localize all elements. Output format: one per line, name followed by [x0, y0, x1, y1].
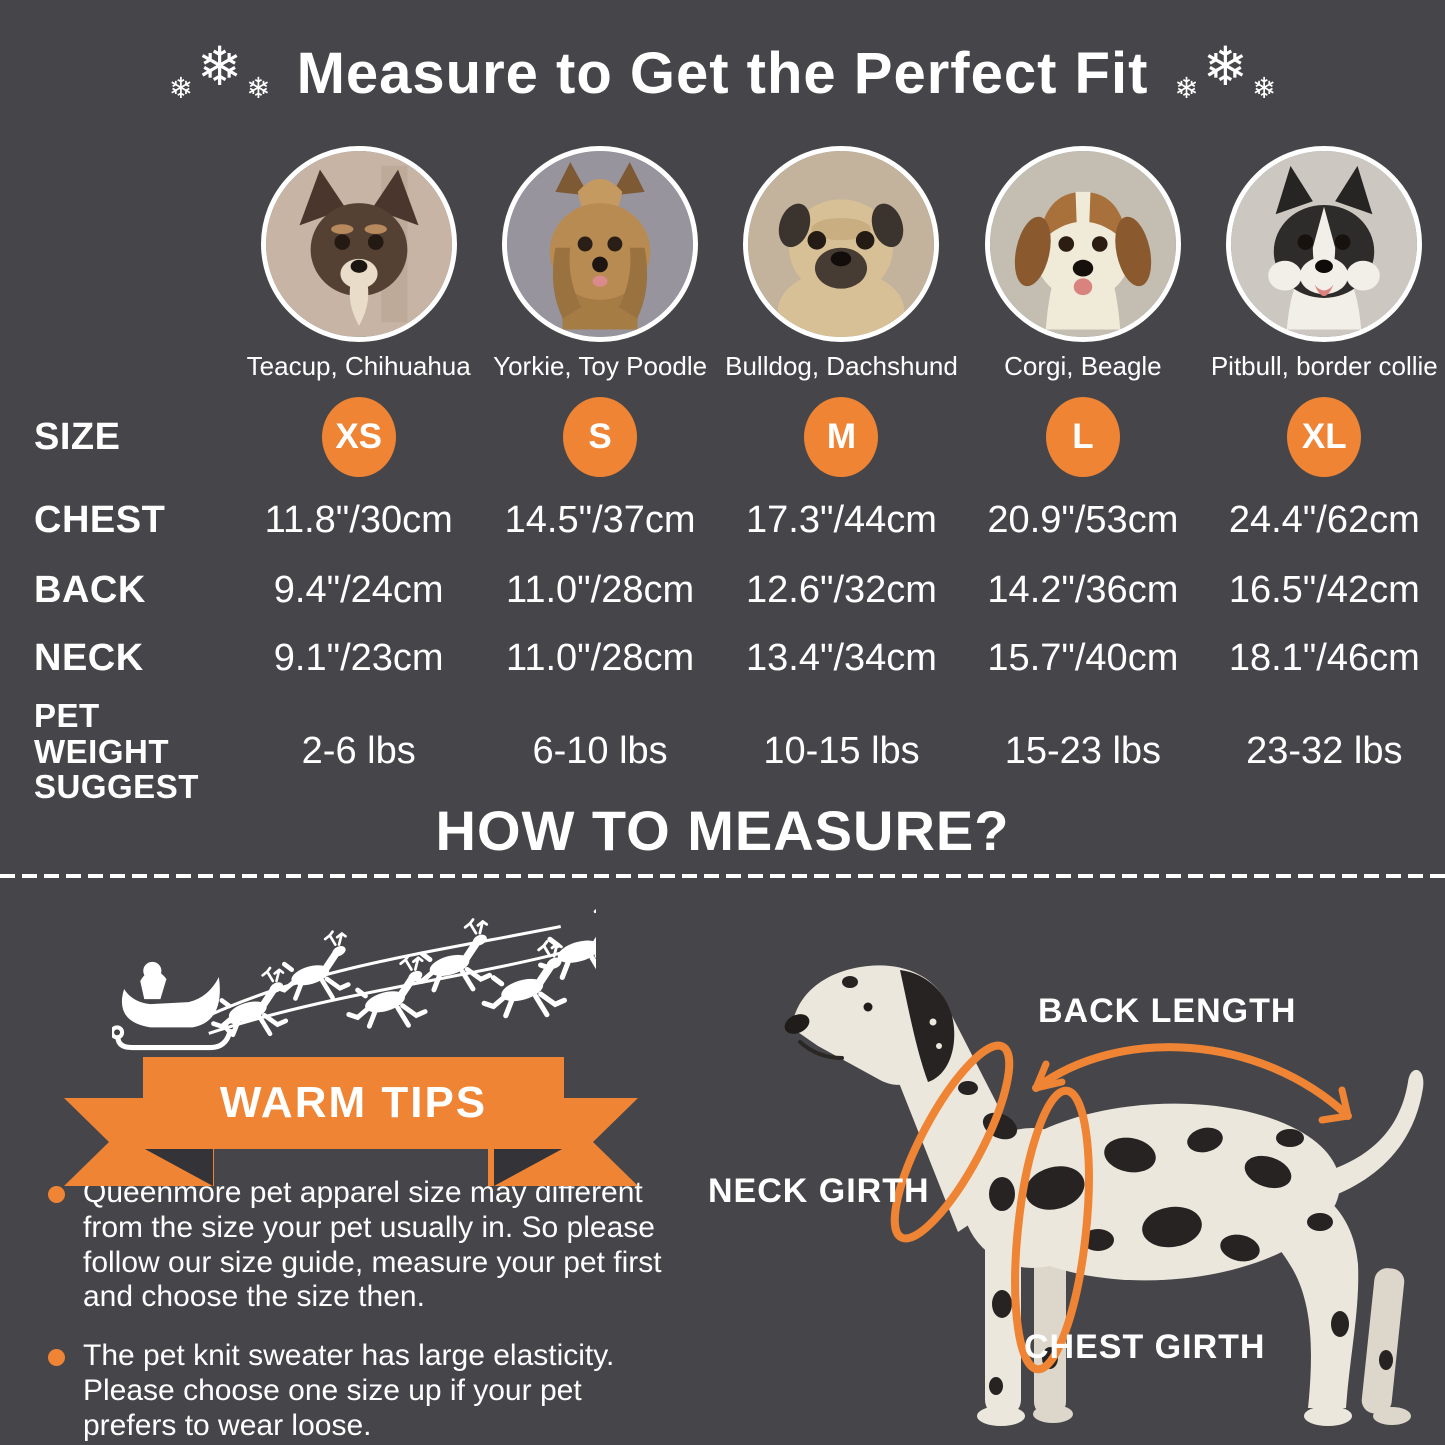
snowflake-cluster-left: ❄ ❄ ❄	[169, 40, 271, 103]
size-badge-m: M	[804, 397, 879, 477]
table-cell: 23-32 lbs	[1246, 729, 1403, 772]
dog-column-chihuahua: Teacup, Chihuahua	[238, 146, 479, 382]
table-cell: 24.4"/62cm	[1228, 498, 1420, 541]
breed-label: Pitbull, border collie	[1210, 351, 1438, 381]
tips-list: Queenmore pet apparel size may different…	[48, 1176, 678, 1445]
size-badge-s: S	[563, 397, 638, 477]
measuring-diagram: BACK LENGTH NECK GIRTH CHEST GIRTH	[700, 930, 1445, 1445]
snowflake-icon: ❄	[1251, 72, 1277, 105]
dog-column-pug: Bulldog, Dachshund	[721, 146, 962, 382]
table-cell: 9.1"/23cm	[273, 636, 444, 679]
back-length-label: BACK LENGTH	[1038, 992, 1297, 1030]
table-cell: 9.4"/24cm	[273, 568, 444, 611]
table-cell: 17.3"/44cm	[746, 498, 937, 541]
chest-girth-label: CHEST GIRTH	[1024, 1328, 1266, 1366]
yorkie-illustration	[507, 151, 694, 337]
border-collie-photo	[1226, 146, 1423, 342]
chest-row-header: CHEST	[34, 498, 166, 541]
table-cell: 18.1"/46cm	[1228, 636, 1420, 679]
snowflake-icon: ❄	[197, 37, 243, 97]
list-item: Queenmore pet apparel size may different…	[48, 1176, 678, 1315]
breed-label: Teacup, Chihuahua	[246, 351, 471, 381]
snowflake-icon: ❄	[1202, 37, 1248, 97]
table-cell: 15.7"/40cm	[987, 636, 1179, 679]
dog-column-collie: Pitbull, border collie	[1204, 146, 1445, 382]
warm-tips-ribbon: WARM TIPS	[143, 1057, 564, 1149]
table-cell: 15-23 lbs	[1004, 729, 1162, 772]
list-item: The pet knit sweater has large elasticit…	[48, 1339, 678, 1443]
table-cell: 13.4"/34cm	[746, 636, 937, 679]
tip-text: Queenmore pet apparel size may different…	[83, 1176, 662, 1314]
back-row-header: BACK	[34, 568, 146, 611]
how-to-measure-title: HOW TO MEASURE?	[435, 799, 1010, 862]
beagle-photo	[984, 146, 1181, 342]
dog-photos-row: Teacup, Chihuahua Yo	[0, 146, 1445, 382]
chest-row: CHEST 11.8"/30cm 14.5"/37cm 17.3"/44cm 2…	[0, 494, 1445, 546]
table-cell: 14.5"/37cm	[504, 498, 696, 541]
warm-tips-label: WARM TIPS	[219, 1078, 488, 1127]
chihuahua-photo	[260, 146, 457, 342]
neck-row-header: NECK	[34, 636, 144, 679]
border-collie-illustration	[1231, 151, 1418, 337]
santa-sleigh-reindeer-icon	[112, 896, 596, 1068]
tip-text: The pet knit sweater has large elasticit…	[83, 1339, 615, 1442]
pug-photo	[743, 146, 940, 342]
weight-row: PET WEIGHT SUGGEST 2-6 lbs 6-10 lbs 10-1…	[0, 698, 1445, 805]
dog-column-beagle: Corgi, Beagle	[962, 146, 1203, 382]
size-badge-xs: XS	[321, 397, 396, 477]
snowflake-icon: ❄	[246, 72, 271, 105]
table-cell: 20.9"/53cm	[987, 498, 1179, 541]
breed-label: Yorkie, Toy Poodle	[493, 351, 708, 381]
title-row: ❄ ❄ ❄ Measure to Get the Perfect Fit ❄ ❄…	[0, 28, 1445, 118]
breed-label: Bulldog, Dachshund	[725, 351, 958, 381]
chihuahua-illustration	[265, 151, 452, 337]
neck-row: NECK 9.1"/23cm 11.0"/28cm 13.4"/34cm 15.…	[0, 632, 1445, 684]
beagle-illustration	[989, 151, 1176, 337]
yorkie-photo	[502, 146, 699, 342]
page-title: Measure to Get the Perfect Fit	[296, 40, 1149, 106]
table-cell: 10-15 lbs	[763, 729, 920, 772]
dalmatian-illustration	[784, 965, 1424, 1426]
table-cell: 11.0"/28cm	[506, 568, 695, 611]
back-row: BACK 9.4"/24cm 11.0"/28cm 12.6"/32cm 14.…	[0, 564, 1445, 616]
size-row: SIZE XS S M L XL	[0, 396, 1445, 478]
snowflake-icon: ❄	[1174, 72, 1199, 105]
table-cell: 6-10 lbs	[532, 729, 668, 772]
snowflake-cluster-right: ❄ ❄ ❄	[1174, 40, 1276, 103]
table-cell: 12.6"/32cm	[746, 568, 937, 611]
bullet-dot-icon	[48, 1349, 65, 1367]
dog-column-yorkie: Yorkie, Toy Poodle	[479, 146, 720, 382]
table-cell: 16.5"/42cm	[1228, 568, 1420, 611]
bullet-dot-icon	[48, 1186, 65, 1203]
weight-row-header: PET WEIGHT SUGGEST	[34, 697, 199, 806]
pug-illustration	[748, 151, 935, 337]
size-badge-l: L	[1045, 397, 1120, 477]
size-row-header: SIZE	[34, 415, 121, 458]
snowflake-icon: ❄	[168, 72, 193, 105]
table-cell: 2-6 lbs	[301, 729, 416, 772]
table-cell: 14.2"/36cm	[987, 568, 1179, 611]
neck-girth-label: NECK GIRTH	[708, 1172, 930, 1210]
dashed-divider	[0, 874, 1445, 878]
size-badge-xl: XL	[1287, 397, 1362, 477]
table-cell: 11.0"/28cm	[506, 636, 695, 679]
table-cell: 11.8"/30cm	[264, 498, 453, 541]
breed-label: Corgi, Beagle	[1004, 351, 1162, 381]
